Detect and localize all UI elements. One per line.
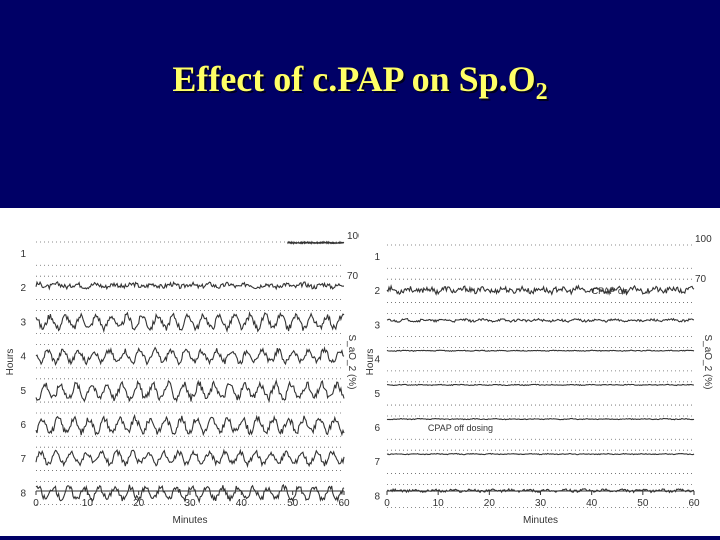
annotation-1: CPAP off dosing: [428, 423, 493, 433]
x-tick-label-30: 30: [184, 498, 196, 509]
y-axis-label-hours: Hours: [5, 349, 16, 376]
spo2-trace-hour-4: [35, 346, 345, 366]
spo2-trace-hour-5: [35, 379, 345, 403]
hour-label-7: 7: [374, 457, 380, 468]
hour-label-4: 4: [20, 352, 26, 363]
spo2-trace-hour-3: [35, 311, 345, 334]
right-tick-70: 70: [695, 274, 707, 285]
hour-label-1: 1: [374, 252, 380, 263]
x-axis-label: Minutes: [523, 515, 558, 526]
hour-label-5: 5: [374, 389, 380, 400]
x-tick-label-50: 50: [287, 498, 299, 509]
spo2-trace-hour-6: [386, 417, 695, 421]
x-tick-label-10: 10: [82, 498, 94, 509]
x-tick-label-30: 30: [535, 498, 547, 509]
x-axis-label: Minutes: [172, 515, 207, 526]
x-tick-label-60: 60: [338, 498, 350, 509]
title-banner: [0, 0, 720, 208]
hour-label-3: 3: [20, 317, 26, 328]
hour-label-8: 8: [20, 488, 26, 499]
hour-label-7: 7: [20, 454, 26, 465]
x-tick-label-10: 10: [433, 498, 445, 509]
hour-label-8: 8: [374, 491, 380, 502]
spo2-trace-hour-5: [386, 383, 694, 387]
spo2-chart-with-cpap: 1 2 3 4 5 6 7 8 100 70 0 10 20 30 40 50 60 Minutes Hours S_…: [360, 208, 720, 540]
spo2-trace-hour-1: [287, 240, 345, 246]
hour-label-2: 2: [20, 283, 26, 294]
x-tick-label-0: 0: [384, 498, 390, 509]
spo2-chart-before-cpap: 1 2 3 4 5 6 7 8 100 70 0 10 20 30 40 50 60 Minutes Hours S_…: [0, 208, 360, 540]
spo2-trace-hour-6: [35, 413, 345, 437]
spo2-trace-hour-7: [386, 452, 695, 456]
hour-label-3: 3: [374, 320, 380, 331]
x-tick-label-40: 40: [586, 498, 598, 509]
spo2-trace-hour-3: [386, 317, 695, 324]
y-axis-label-sao2: S_aO_2 (%): [346, 334, 357, 389]
x-tick-label-60: 60: [688, 498, 700, 509]
y-axis-label-sao2: S_aO_2 (%): [702, 334, 713, 389]
x-tick-label-20: 20: [133, 498, 145, 509]
hour-label-4: 4: [374, 355, 380, 366]
slide-title-main: Effect of c.PAP on Sp.O: [172, 59, 536, 99]
footer-bar: [0, 536, 720, 540]
x-tick-label-50: 50: [637, 498, 649, 509]
right-tick-100: 100: [695, 234, 712, 245]
x-tick-label-20: 20: [484, 498, 496, 509]
annotation-0: CPAP on: [592, 286, 628, 296]
spo2-trace-hour-2: [386, 283, 695, 296]
right-tick-100: 100: [347, 231, 360, 242]
x-tick-label-0: 0: [33, 498, 39, 509]
hour-label-6: 6: [374, 423, 380, 434]
chart-svg-right: 1 2 3 4 5 6 7 8 100 70 0 10 20 30 40 50 60 Minutes Hours S_…: [365, 234, 713, 526]
hour-label-1: 1: [20, 249, 26, 260]
slide-title-subscript: 2: [535, 79, 548, 106]
spo2-trace-hour-7: [35, 448, 345, 469]
right-tick-70: 70: [347, 271, 359, 282]
x-tick-label-40: 40: [236, 498, 248, 509]
y-axis-label-hours: Hours: [365, 349, 376, 376]
spo2-trace-hour-2: [35, 280, 345, 291]
hour-label-2: 2: [374, 286, 380, 297]
chart-svg-left: 1 2 3 4 5 6 7 8 100 70 0 10 20 30 40 50 60 Minutes Hours S_…: [5, 231, 360, 526]
slide-title: Effect of c.PAP on Sp.O2: [0, 58, 720, 106]
panel-divider: [359, 208, 361, 540]
hour-label-5: 5: [20, 386, 26, 397]
hour-label-6: 6: [20, 420, 26, 431]
spo2-trace-hour-4: [386, 349, 695, 352]
